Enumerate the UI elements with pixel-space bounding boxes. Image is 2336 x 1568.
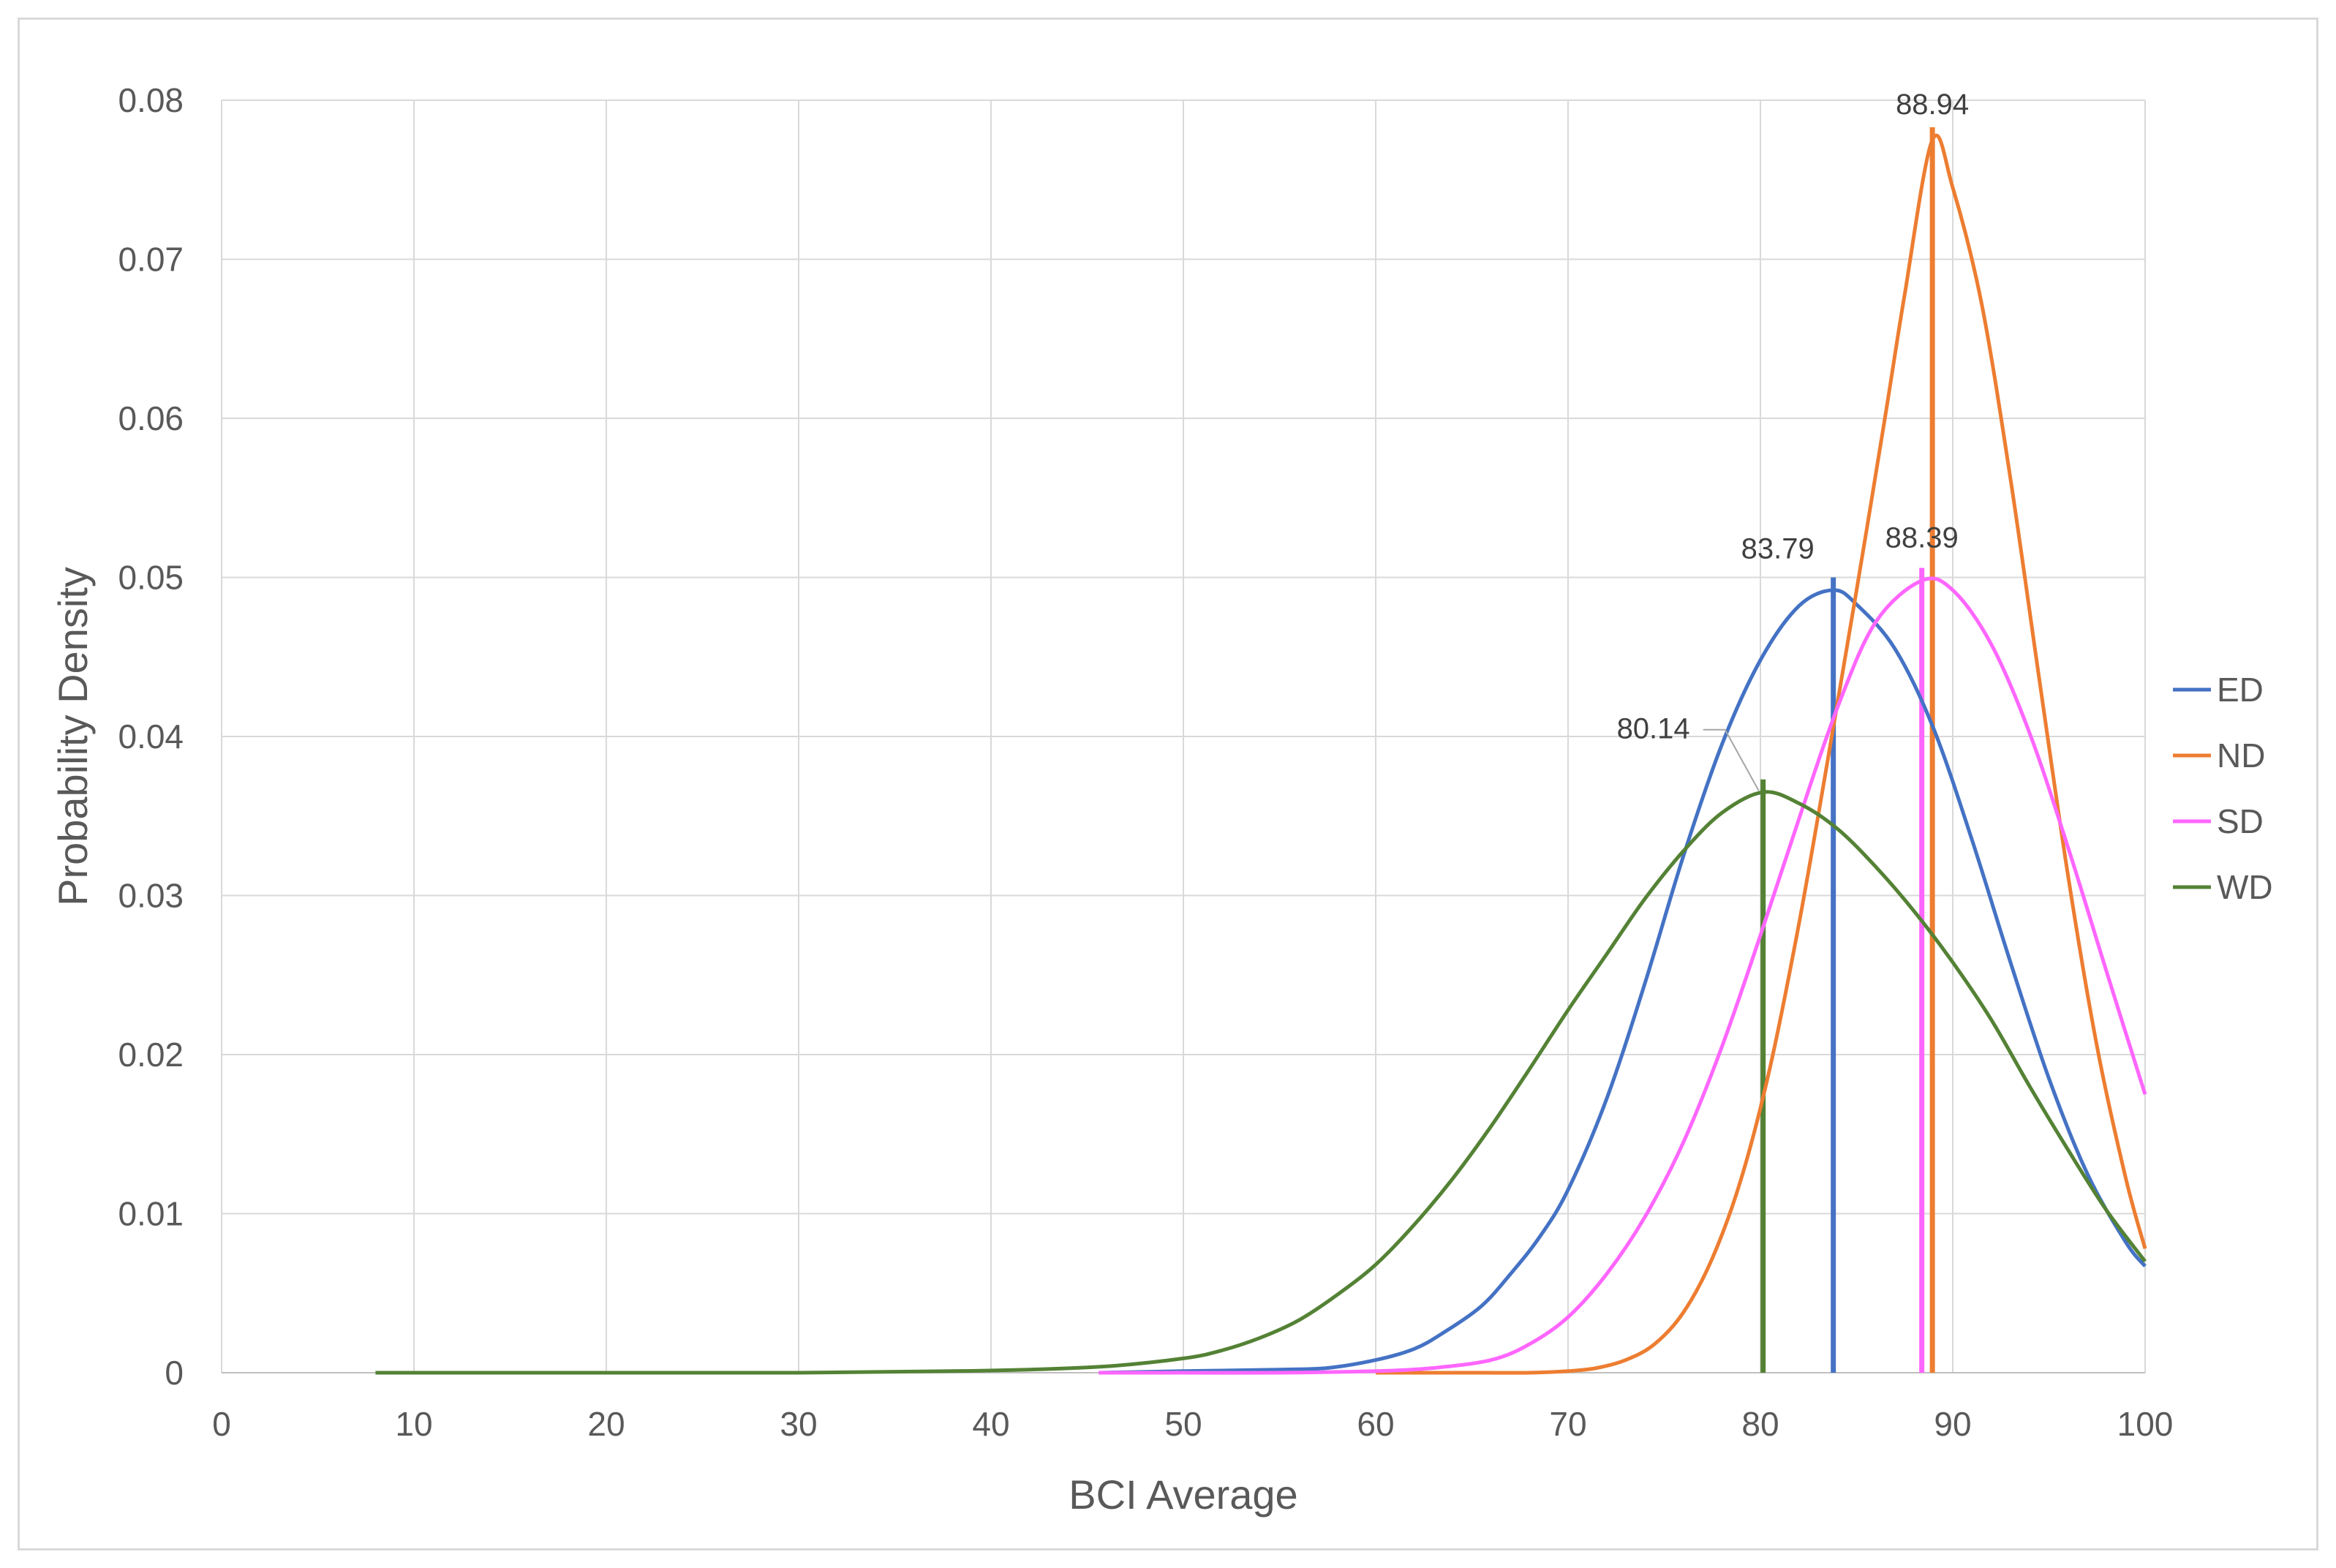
x-axis-title: BCI Average	[1069, 1471, 1297, 1518]
legend-item-wd: WD	[2173, 868, 2273, 906]
chart-frame: 83.79 88.94 88.39 80.14 0 10 20 30 40 50 60 70 80 90…	[18, 18, 2318, 1550]
y-tick-label: 0	[165, 1354, 184, 1392]
y-tick-label: 0.08	[118, 81, 184, 119]
y-tick-label: 0.01	[118, 1195, 184, 1233]
tick-labels: 0 10 20 30 40 50 60 70 80 90 100 0 0.01 0.02 0.03 0.04 0…	[118, 81, 2173, 1443]
x-tick-label: 60	[1357, 1405, 1394, 1443]
x-tick-label: 30	[780, 1405, 817, 1443]
ed-series-line	[1099, 588, 2147, 1375]
sd-peak-label: 88.39	[1885, 521, 1959, 554]
x-tick-label: 20	[587, 1405, 625, 1443]
nd-series-line	[1375, 133, 2147, 1375]
y-tick-label: 0.05	[118, 559, 184, 597]
legend-label-sd: SD	[2217, 802, 2264, 840]
chart: 83.79 88.94 88.39 80.14 0 10 20 30 40 50 60 70 80 90…	[50, 81, 2273, 1518]
legend: ED ND SD WD	[2173, 671, 2273, 906]
legend-label-ed: ED	[2217, 671, 2264, 709]
x-tick-label: 70	[1549, 1405, 1586, 1443]
wd-series-line	[375, 790, 2147, 1375]
wd-peak-label: 80.14	[1617, 713, 1690, 745]
wd-label-leader	[1703, 728, 1760, 791]
ed-peak-label: 83.79	[1741, 533, 1815, 565]
x-tick-label: 0	[212, 1405, 231, 1443]
data-labels: 83.79 88.94 88.39 80.14	[1617, 88, 1969, 791]
legend-label-wd: WD	[2217, 868, 2273, 906]
x-tick-label: 90	[1934, 1405, 1971, 1443]
y-tick-label: 0.03	[118, 877, 184, 915]
legend-item-ed: ED	[2173, 671, 2264, 709]
x-tick-label: 40	[972, 1405, 1009, 1443]
legend-item-sd: SD	[2173, 802, 2264, 840]
legend-label-nd: ND	[2217, 736, 2265, 774]
y-tick-label: 0.02	[118, 1036, 184, 1074]
y-tick-label: 0.06	[118, 399, 184, 437]
sd-series-line	[1099, 576, 2147, 1375]
gridlines	[222, 99, 2146, 1373]
x-tick-label: 100	[2117, 1405, 2174, 1443]
peak-lines	[1760, 127, 1935, 1373]
y-tick-label: 0.04	[118, 717, 184, 755]
x-tick-label: 10	[395, 1405, 432, 1443]
nd-peak-label: 88.94	[1896, 88, 1969, 121]
legend-item-nd: ND	[2173, 736, 2265, 774]
y-axis-title: Probability Density	[50, 567, 96, 906]
y-tick-label: 0.07	[118, 241, 184, 279]
series-lines	[375, 133, 2147, 1375]
x-tick-label: 50	[1164, 1405, 1202, 1443]
x-tick-label: 80	[1741, 1405, 1779, 1443]
